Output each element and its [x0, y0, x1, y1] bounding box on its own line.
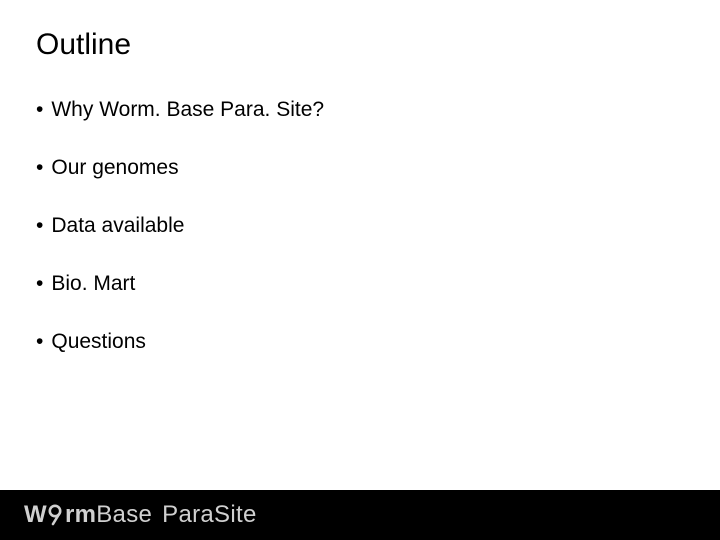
footer-bar: W rm Base ParaSite — [0, 490, 720, 540]
bullet-text: Why Worm. Base Para. Site? — [51, 98, 324, 122]
list-item: • Bio. Mart — [36, 272, 324, 296]
logo-base-text: Base — [96, 501, 152, 529]
list-item: • Why Worm. Base Para. Site? — [36, 98, 324, 122]
bullet-text: Questions — [51, 330, 146, 354]
slide: Outline • Why Worm. Base Para. Site? • O… — [0, 0, 720, 540]
list-item: • Questions — [36, 330, 324, 354]
magnifier-o-icon — [48, 502, 64, 522]
bullet-list: • Why Worm. Base Para. Site? • Our genom… — [36, 98, 324, 388]
logo-parasite-text: ParaSite — [162, 501, 256, 529]
list-item: • Data available — [36, 214, 324, 238]
bullet-text: Bio. Mart — [51, 272, 135, 296]
bullet-marker: • — [36, 214, 43, 238]
bullet-marker: • — [36, 156, 43, 180]
bullet-marker: • — [36, 272, 43, 296]
logo-rm: rm — [65, 501, 96, 529]
bullet-marker: • — [36, 98, 43, 122]
slide-title: Outline — [36, 28, 131, 62]
logo-worm-text: W rm — [24, 501, 96, 529]
wormbase-parasite-logo: W rm Base ParaSite — [24, 501, 257, 529]
bullet-marker: • — [36, 330, 43, 354]
bullet-text: Data available — [51, 214, 184, 238]
list-item: • Our genomes — [36, 156, 324, 180]
bullet-text: Our genomes — [51, 156, 178, 180]
logo-w: W — [24, 501, 47, 529]
